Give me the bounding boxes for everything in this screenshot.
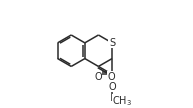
Text: S: S	[109, 38, 115, 48]
Text: O: O	[94, 72, 102, 82]
Text: CH$_3$: CH$_3$	[113, 94, 132, 108]
Text: O: O	[108, 82, 116, 92]
Text: O: O	[107, 72, 115, 82]
